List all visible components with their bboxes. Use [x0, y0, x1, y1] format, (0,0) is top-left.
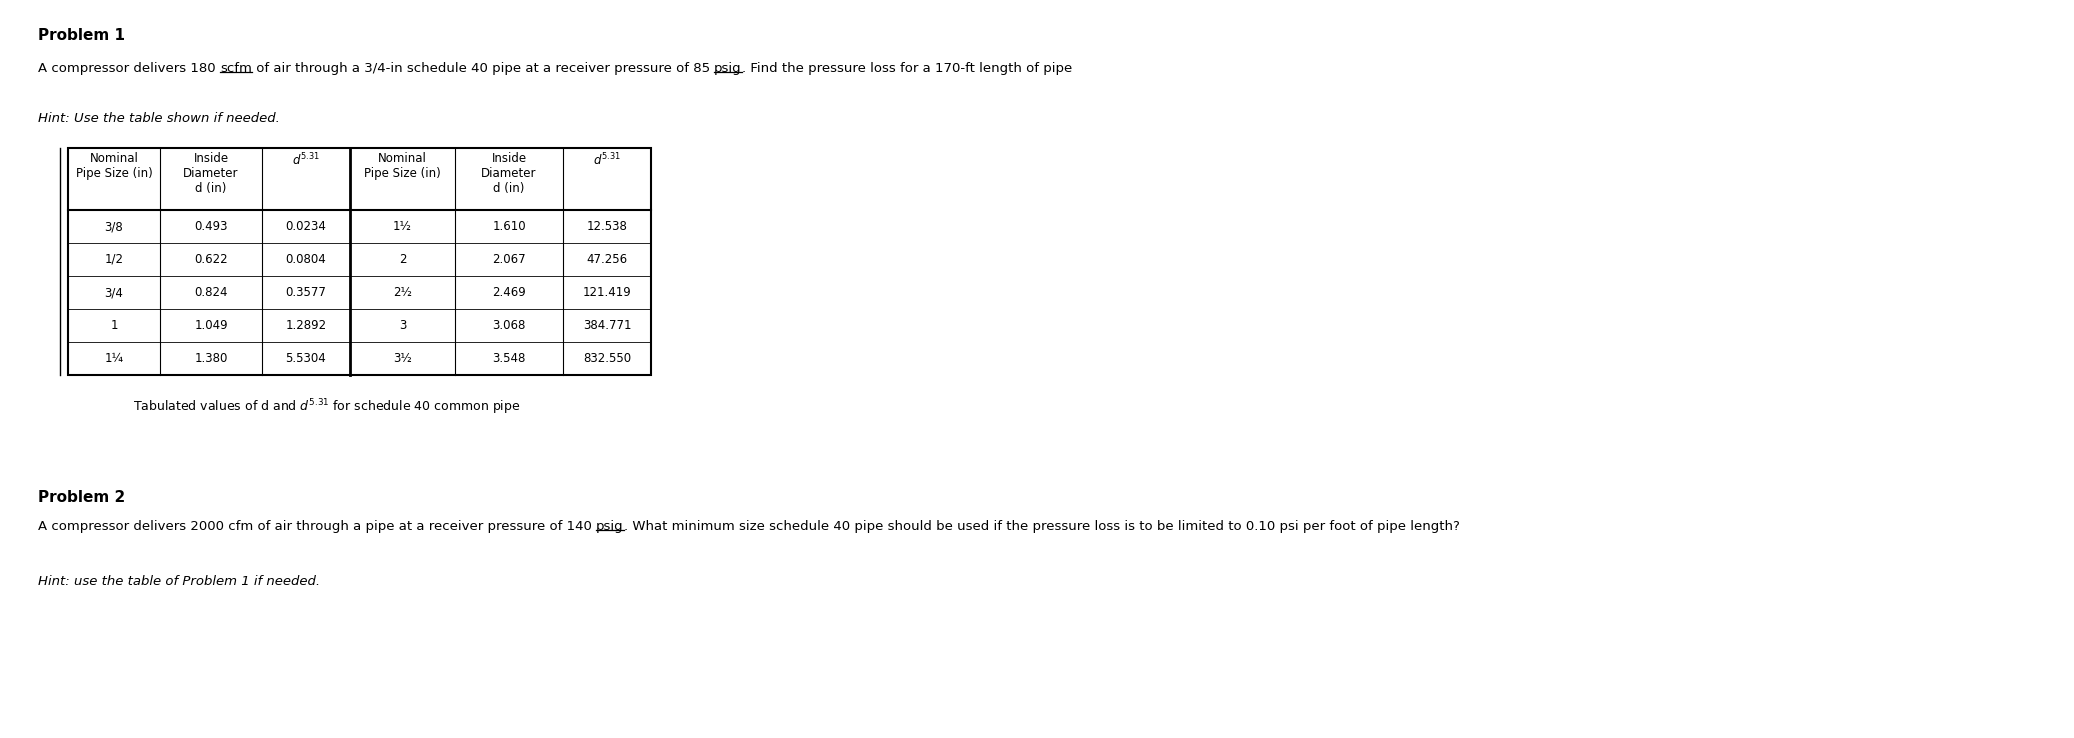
Text: 47.256: 47.256 — [587, 253, 628, 266]
Text: Nominal
Pipe Size (in): Nominal Pipe Size (in) — [365, 152, 442, 180]
Text: 0.824: 0.824 — [195, 286, 228, 299]
Text: 0.622: 0.622 — [195, 253, 228, 266]
Text: Hint: Use the table shown if needed.: Hint: Use the table shown if needed. — [37, 112, 280, 125]
Text: 2½: 2½ — [394, 286, 413, 299]
Text: psig: psig — [713, 62, 742, 75]
Text: Inside
Diameter
d (in): Inside Diameter d (in) — [183, 152, 239, 195]
Text: 3/4: 3/4 — [104, 286, 124, 299]
Text: 1.610: 1.610 — [492, 220, 527, 233]
Text: 0.493: 0.493 — [195, 220, 228, 233]
Text: 121.419: 121.419 — [583, 286, 630, 299]
Text: 3½: 3½ — [394, 352, 413, 365]
Text: 5.5304: 5.5304 — [286, 352, 326, 365]
Text: 0.0804: 0.0804 — [286, 253, 326, 266]
Text: Problem 1: Problem 1 — [37, 28, 124, 43]
Text: 1¼: 1¼ — [104, 352, 124, 365]
Text: 1/2: 1/2 — [104, 253, 124, 266]
Text: . Find the pressure loss for a 170-ft length of pipe: . Find the pressure loss for a 170-ft le… — [742, 62, 1072, 75]
Text: $d^{5.31}$: $d^{5.31}$ — [292, 152, 319, 168]
Text: 1.049: 1.049 — [195, 319, 228, 332]
Text: 2: 2 — [398, 253, 407, 266]
Text: psig: psig — [595, 520, 624, 533]
Text: 0.3577: 0.3577 — [286, 286, 326, 299]
Text: Hint: use the table of Problem 1 if needed.: Hint: use the table of Problem 1 if need… — [37, 575, 319, 588]
Text: 384.771: 384.771 — [583, 319, 630, 332]
Text: of air through a 3/4-in schedule 40 pipe at a receiver pressure of 85: of air through a 3/4-in schedule 40 pipe… — [251, 62, 713, 75]
Text: Tabulated values of d and $d^{5.31}$ for schedule 40 common pipe: Tabulated values of d and $d^{5.31}$ for… — [133, 397, 521, 416]
Text: 3.548: 3.548 — [492, 352, 525, 365]
Text: Inside
Diameter
d (in): Inside Diameter d (in) — [481, 152, 537, 195]
Text: scfm: scfm — [220, 62, 251, 75]
Text: A compressor delivers 180: A compressor delivers 180 — [37, 62, 220, 75]
Text: 3.068: 3.068 — [492, 319, 525, 332]
Text: Nominal
Pipe Size (in): Nominal Pipe Size (in) — [75, 152, 151, 180]
Text: 1½: 1½ — [394, 220, 413, 233]
Text: . What minimum size schedule 40 pipe should be used if the pressure loss is to b: . What minimum size schedule 40 pipe sho… — [624, 520, 1460, 533]
Text: 2.469: 2.469 — [492, 286, 527, 299]
Text: 3: 3 — [398, 319, 407, 332]
Text: 1.2892: 1.2892 — [286, 319, 326, 332]
Text: Problem 2: Problem 2 — [37, 490, 124, 505]
Text: 1: 1 — [110, 319, 118, 332]
Text: A compressor delivers 2000 cfm of air through a pipe at a receiver pressure of 1: A compressor delivers 2000 cfm of air th… — [37, 520, 595, 533]
Text: 2.067: 2.067 — [492, 253, 527, 266]
Text: 832.550: 832.550 — [583, 352, 630, 365]
Text: 0.0234: 0.0234 — [286, 220, 326, 233]
Bar — [68, 148, 651, 375]
Text: 3/8: 3/8 — [104, 220, 122, 233]
Text: $d^{5.31}$: $d^{5.31}$ — [593, 152, 620, 168]
Text: 1.380: 1.380 — [195, 352, 228, 365]
Text: 12.538: 12.538 — [587, 220, 628, 233]
